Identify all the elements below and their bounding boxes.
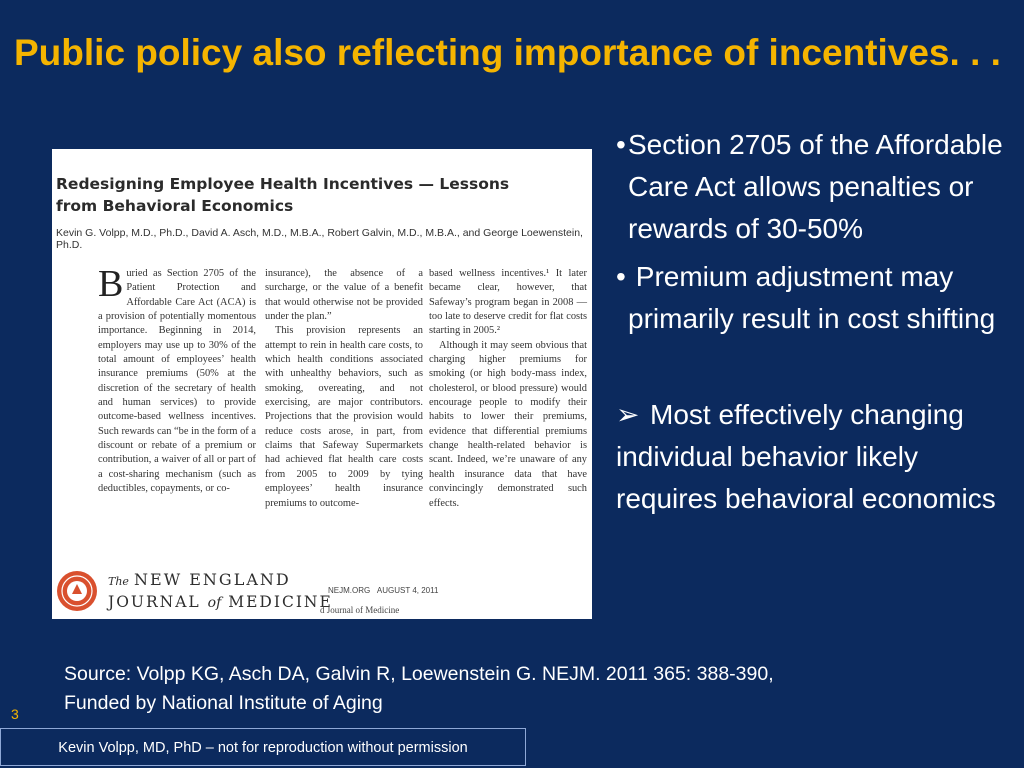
article-image: Redesigning Employee Health Incentives —… (52, 149, 592, 619)
slide-number: 3 (11, 706, 19, 722)
journal-copyright: d Journal of Medicine (320, 605, 400, 615)
journal-word-journal: JOURNAL (108, 593, 201, 611)
article-col3-p1: based wellness incentives.¹ It later bec… (429, 268, 587, 337)
article-col1-text: uried as Section 2705 of the Patient Pro… (98, 268, 256, 495)
article-col2-p1: insurance), the absence of a surcharge, … (265, 268, 423, 323)
journal-line1: NEW ENGLAND (134, 570, 291, 589)
nejm-seal-icon (57, 571, 97, 611)
bullet-item-1: • Section 2705 of the Affordable Care Act… (616, 124, 1016, 250)
article-column-3: based wellness incentives.¹ It later bec… (429, 267, 587, 511)
journal-logo: The NEW ENGLAND JOURNAL of MEDICINE (108, 569, 333, 614)
bullet-item-2: • Premium adjustment may primarily resul… (616, 256, 1016, 340)
bullet-marker-2: • (616, 261, 626, 292)
journal-meta: NEJM.ORG AUGUST 4, 2011 (328, 586, 438, 595)
source-citation: Source: Volpp KG, Asch DA, Galvin R, Loe… (64, 660, 1014, 718)
journal-the: The (108, 575, 129, 588)
bullet-text-1: Section 2705 of the Affordable Care Act … (628, 129, 1003, 244)
footer-copyright: Kevin Volpp, MD, PhD – not for reproduct… (0, 728, 526, 766)
arrow-bullet-icon: ➢ (616, 399, 640, 430)
article-authors: Kevin G. Volpp, M.D., Ph.D., David A. As… (56, 227, 583, 251)
article-col3-p2: Although it may seem obvious that chargi… (429, 339, 587, 509)
bullet-list: • Section 2705 of the Affordable Care Act… (616, 124, 1016, 520)
bullet-item-3: ➢ Most effectively changing individual be… (616, 394, 1016, 520)
journal-word-of: of (207, 595, 222, 611)
bullet-text-2: Premium adjustment may primarily result … (628, 261, 996, 334)
article-dropcap: B (98, 263, 124, 305)
article-title: Redesigning Employee Health Incentives —… (56, 175, 510, 215)
journal-word-medicine: MEDICINE (228, 593, 333, 611)
source-line-2: Funded by National Institute of Aging (64, 692, 383, 714)
bullet-text-3: Most effectively changing individual beh… (616, 399, 996, 514)
bullet-marker-1: • (616, 129, 626, 160)
journal-date: AUGUST 4, 2011 (376, 586, 439, 595)
journal-site: NEJM.ORG (328, 586, 371, 595)
article-column-2: insurance), the absence of a surcharge, … (265, 267, 423, 511)
source-line-1: Source: Volpp KG, Asch DA, Galvin R, Loe… (64, 663, 774, 685)
slide-title: Public policy also reflecting importance… (14, 32, 1001, 73)
article-col2-p2: This provision represents an attempt to … (265, 325, 423, 509)
